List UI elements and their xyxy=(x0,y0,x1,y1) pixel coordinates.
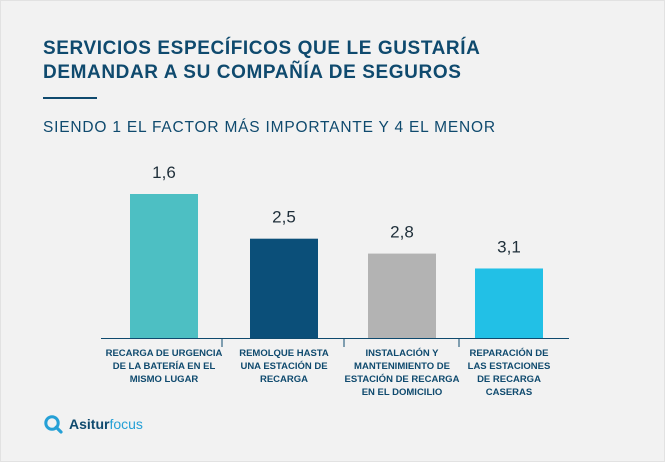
category-label-1: RECARGA DE URGENCIA DE LA BATERÍA EN EL MI… xyxy=(106,348,223,385)
chart-title: SERVICIOS ESPECÍFICOS QUE LE GUSTARÍA DE… xyxy=(43,37,480,85)
bar-3 xyxy=(368,253,436,338)
magnifier-logo-icon xyxy=(44,415,63,434)
category-label-2-line-1: REMOLQUE HASTA xyxy=(239,348,329,359)
category-label-4-line-2: LAS ESTACIONES xyxy=(468,361,551,372)
title-divider xyxy=(43,97,97,99)
chart-title-line-1: SERVICIOS ESPECÍFICOS QUE LE GUSTARÍA xyxy=(43,38,481,59)
category-label-3-line-1: INSTALACIÓN Y xyxy=(365,347,439,359)
category-label-3-line-3: ESTACIÓN DE RECARGA xyxy=(345,373,460,385)
bar-value-label-2: 2,5 xyxy=(272,208,296,227)
brand-name-asitur: Asitur xyxy=(69,416,110,432)
chart-subtitle: SIENDO 1 EL FACTOR MÁS IMPORTANTE Y 4 EL… xyxy=(43,119,496,136)
bar-value-label-3: 2,8 xyxy=(390,223,414,242)
category-label-4-line-4: CASERAS xyxy=(486,387,532,398)
bar-4 xyxy=(475,268,543,338)
bar-value-label-1: 1,6 xyxy=(152,163,176,182)
category-label-4: REPARACIÓN DE LAS ESTACIONES DE RECARGA CAS… xyxy=(468,347,551,398)
bar-value-label-4: 3,1 xyxy=(497,237,521,256)
category-label-2-line-3: RECARGA xyxy=(260,374,308,385)
chart-title-line-2: DEMANDAR A SU COMPAÑÍA DE SEGUROS xyxy=(43,62,462,83)
bar-1 xyxy=(130,194,198,338)
brand-logo: Asiturfocus xyxy=(43,414,143,434)
category-label-1-line-3: MISMO LUGAR xyxy=(130,374,199,385)
category-label-3-line-4: EN EL DOMICILIO xyxy=(362,387,443,398)
category-label-2: REMOLQUE HASTA UNA ESTACIÓN DE RECARGA xyxy=(239,348,329,385)
category-label-1-line-1: RECARGA DE URGENCIA xyxy=(106,348,223,359)
category-label-1-line-2: DE LA BATERÍA EN EL xyxy=(113,361,216,372)
category-label-3: INSTALACIÓN Y MANTENIMIENTO DE ESTACIÓN DE… xyxy=(345,347,460,398)
category-label-2-line-2: UNA ESTACIÓN DE xyxy=(240,360,327,372)
brand-name-focus: focus xyxy=(109,416,143,432)
bar-2 xyxy=(250,238,318,338)
category-label-3-line-2: MANTENIMIENTO DE xyxy=(354,361,450,372)
category-label-4-line-1: REPARACIÓN DE xyxy=(470,347,549,359)
brand-name: Asiturfocus xyxy=(69,414,143,434)
category-label-4-line-3: DE RECARGA xyxy=(477,374,541,385)
